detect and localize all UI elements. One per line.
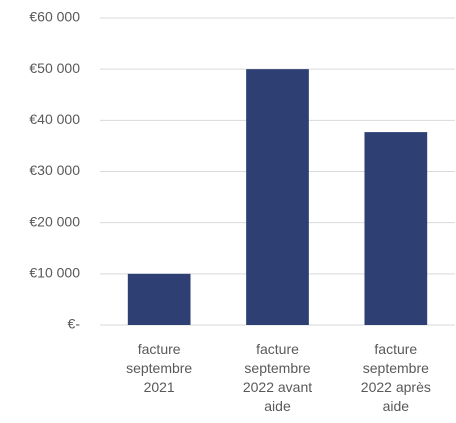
x-tick-label-box: facture septembre 2022 après aide [360, 341, 431, 414]
y-tick-label: €- [68, 316, 81, 332]
x-tick-label: facture septembre 2021 [126, 341, 193, 395]
x-tick-label: facture septembre 2022 après aide [360, 341, 431, 414]
x-tick-label-box: facture septembre 2021 [126, 341, 193, 395]
y-tick-label: €30 000 [29, 162, 80, 178]
y-tick-label: €40 000 [29, 111, 80, 127]
y-tick-label: €50 000 [29, 60, 80, 76]
bar [246, 69, 309, 326]
y-tick-label: €20 000 [29, 213, 80, 229]
bar [127, 273, 191, 325]
x-tick-label-box: facture septembre 2022 avant aide [242, 341, 313, 414]
bar [364, 132, 428, 325]
y-tick-label: €10 000 [29, 265, 80, 281]
x-tick-label: facture septembre 2022 avant aide [242, 341, 313, 414]
y-tick-label: €60 000 [29, 9, 80, 25]
